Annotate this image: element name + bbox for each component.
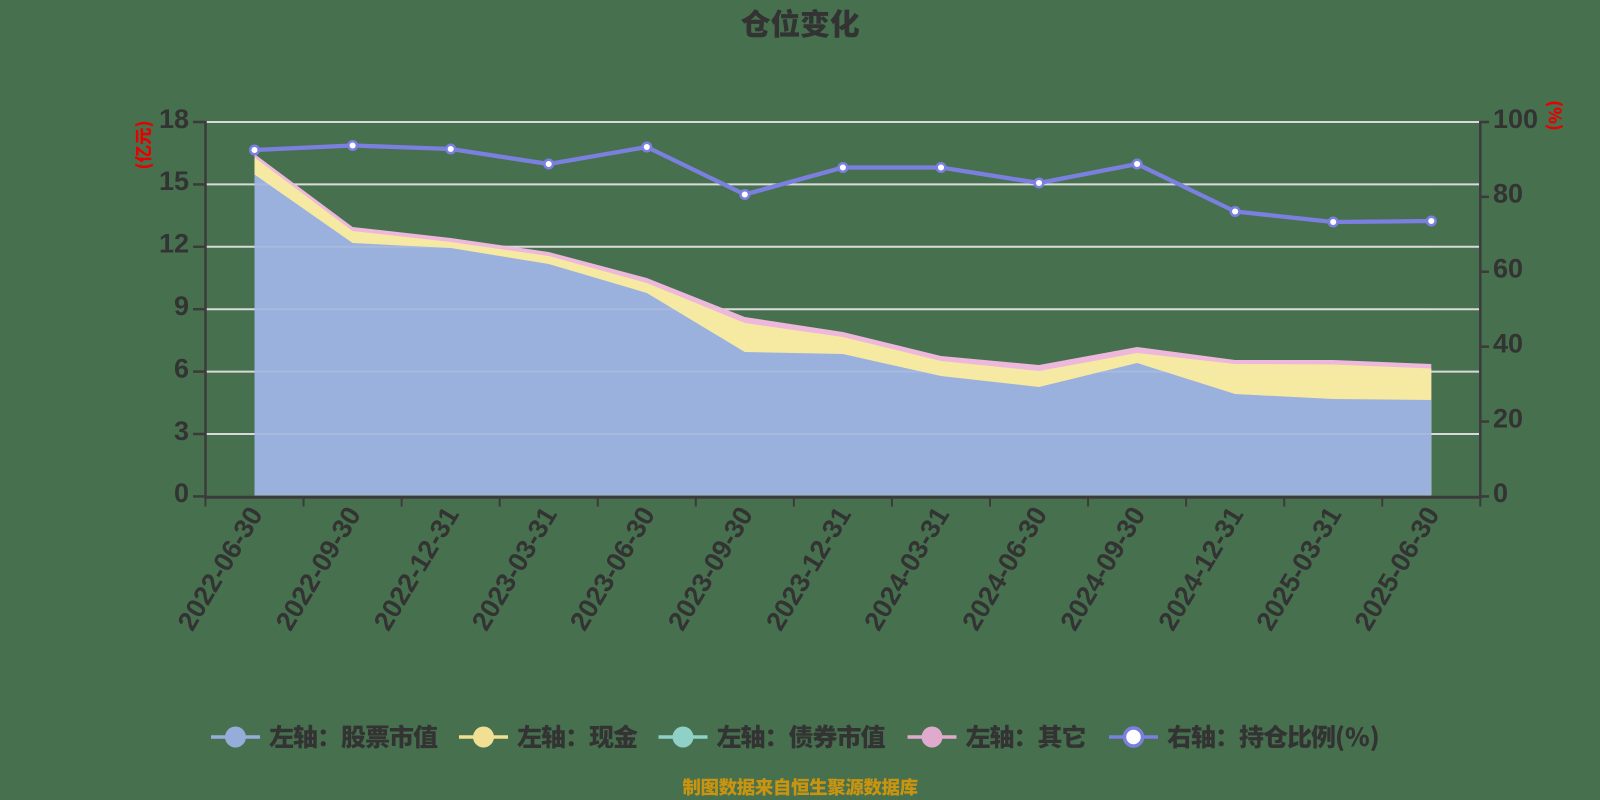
svg-text:100: 100 xyxy=(1493,104,1538,134)
svg-text:40: 40 xyxy=(1493,329,1523,359)
svg-text:0: 0 xyxy=(1493,478,1508,508)
svg-text:20: 20 xyxy=(1493,403,1523,433)
svg-text:18: 18 xyxy=(159,104,189,134)
svg-text:9: 9 xyxy=(174,291,189,321)
svg-text:15: 15 xyxy=(159,166,189,196)
svg-text:12: 12 xyxy=(159,229,189,259)
svg-text:80: 80 xyxy=(1493,179,1523,209)
svg-text:3: 3 xyxy=(174,416,189,446)
svg-text:6: 6 xyxy=(174,354,189,384)
svg-text:60: 60 xyxy=(1493,254,1523,284)
svg-text:0: 0 xyxy=(174,478,189,508)
